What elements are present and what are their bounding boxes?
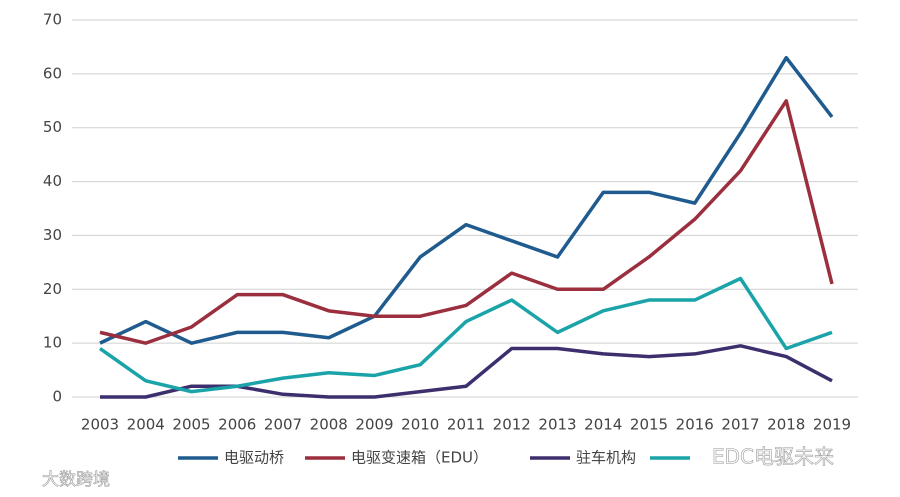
series-line bbox=[98, 276, 833, 394]
x-tick-label: 2011 bbox=[447, 416, 485, 434]
x-tick-label: 2009 bbox=[355, 416, 393, 434]
x-tick-label: 2013 bbox=[538, 416, 576, 434]
x-tick-label: 2007 bbox=[264, 416, 302, 434]
y-tick-label: 40 bbox=[43, 172, 62, 190]
x-tick-label: 2017 bbox=[721, 416, 759, 434]
series-line bbox=[99, 55, 834, 345]
legend-label: 电驱动桥 bbox=[224, 449, 284, 467]
x-tick-label: 2015 bbox=[630, 416, 668, 434]
y-tick-label: 30 bbox=[43, 226, 62, 244]
watermark: EDC电驱未来 bbox=[712, 445, 834, 469]
legend-label: 驻车机构 bbox=[576, 449, 636, 467]
x-tick-label: 2008 bbox=[310, 416, 348, 434]
y-tick-label: 70 bbox=[43, 11, 62, 29]
y-tick-label: 20 bbox=[43, 280, 62, 298]
series-line bbox=[99, 99, 834, 345]
y-tick-label: 50 bbox=[43, 118, 62, 136]
legend-label: 电驱变速箱（EDU） bbox=[351, 449, 488, 467]
y-tick-label: 0 bbox=[52, 388, 62, 406]
x-tick-label: 2006 bbox=[218, 416, 256, 434]
x-tick-label: 2014 bbox=[584, 416, 622, 434]
x-tick-label: 2018 bbox=[767, 416, 805, 434]
x-tick-label: 2004 bbox=[127, 416, 165, 434]
series-line bbox=[100, 344, 833, 399]
y-tick-label: 60 bbox=[43, 64, 62, 82]
x-tick-label: 2019 bbox=[813, 416, 851, 434]
x-tick-label: 2005 bbox=[172, 416, 210, 434]
x-tick-label: 2016 bbox=[676, 416, 714, 434]
x-tick-label: 2012 bbox=[493, 416, 531, 434]
x-tick-label: 2003 bbox=[81, 416, 119, 434]
y-tick-label: 10 bbox=[43, 334, 62, 352]
x-tick-label: 2010 bbox=[401, 416, 439, 434]
watermark: 大数跨境 bbox=[42, 470, 110, 490]
